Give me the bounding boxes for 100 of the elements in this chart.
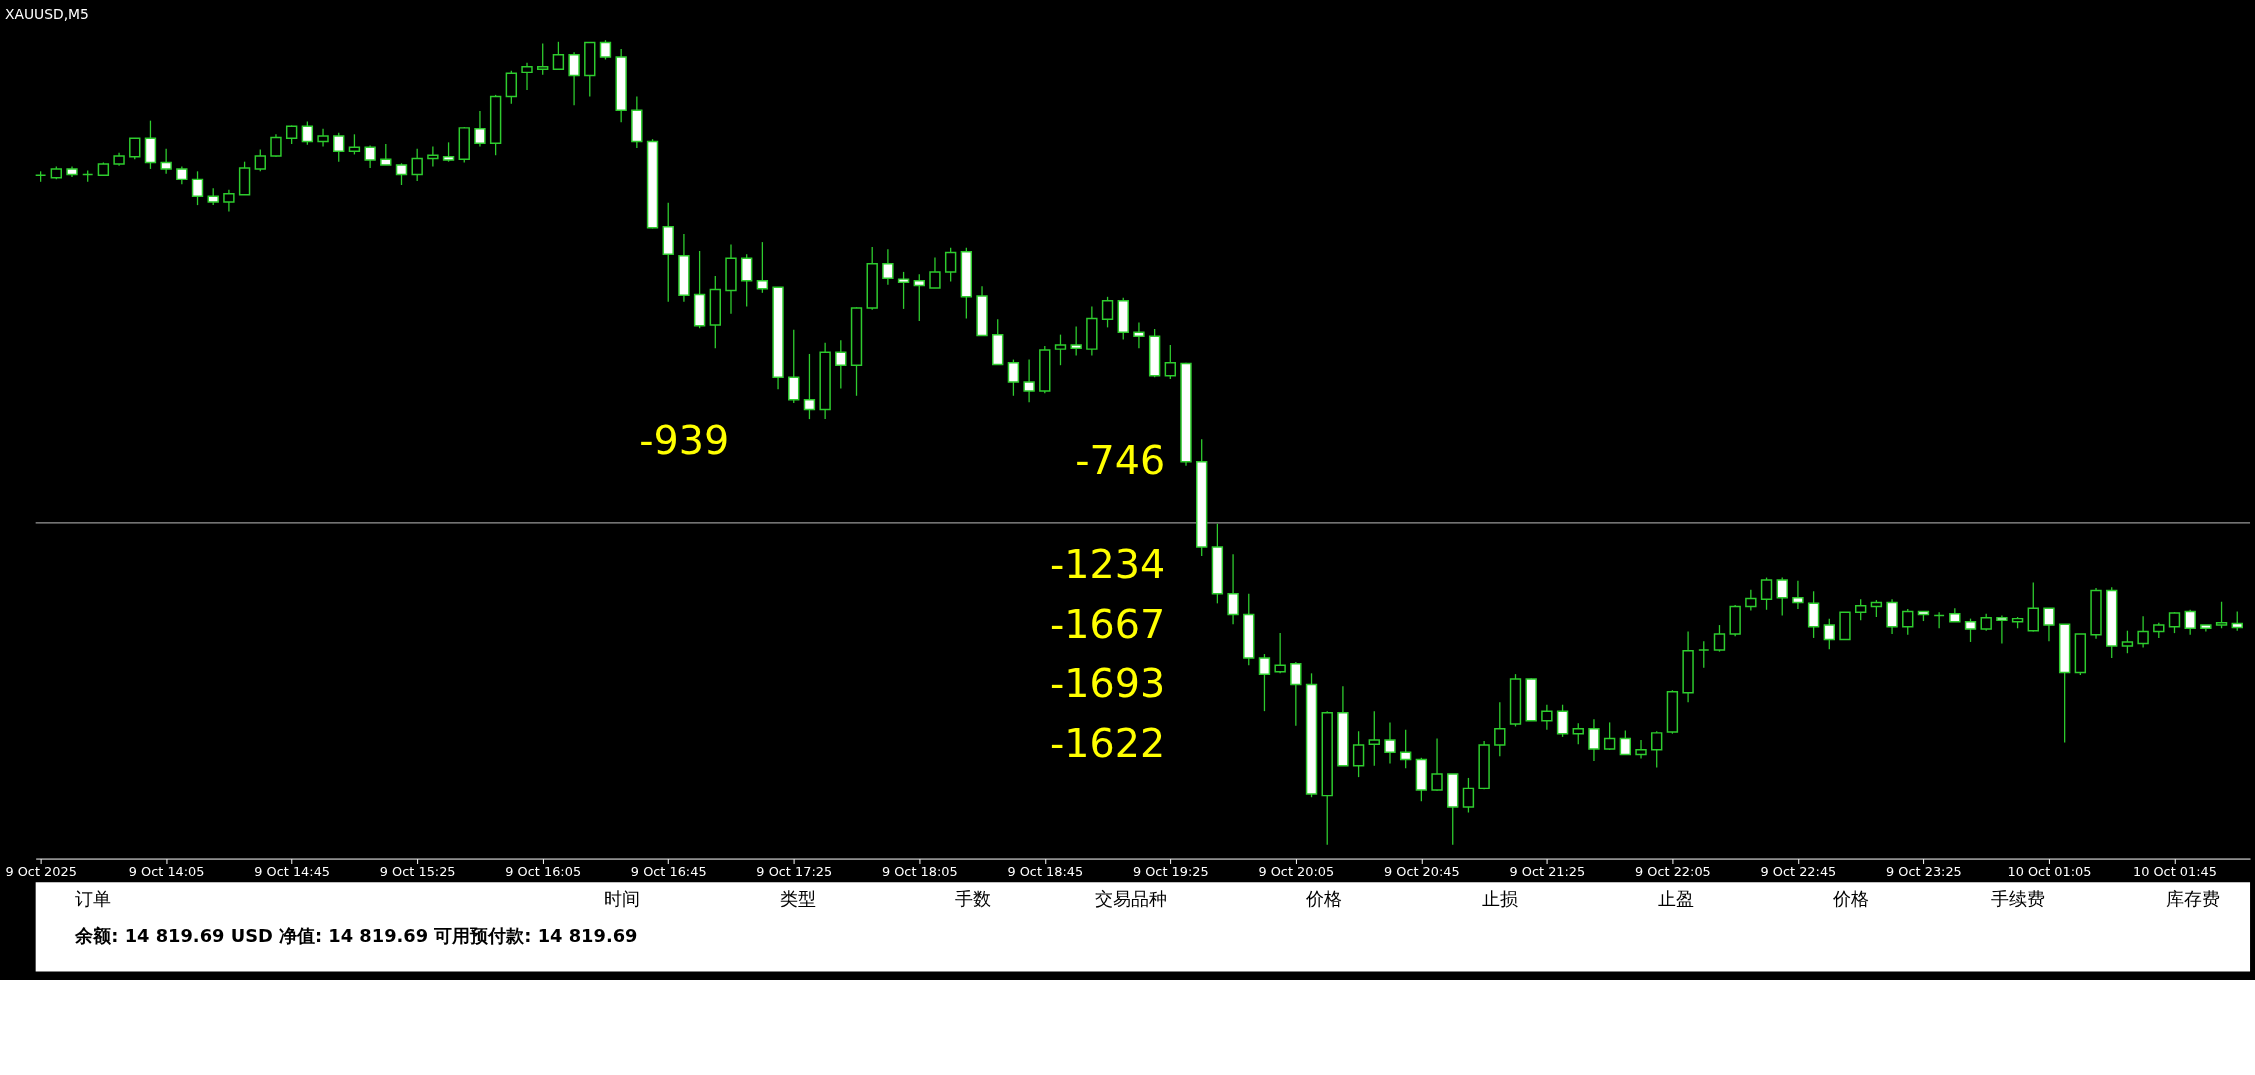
candlestick bbox=[2137, 615, 2149, 649]
candlestick bbox=[897, 271, 910, 310]
text: 价格 bbox=[1832, 888, 1870, 910]
candlestick bbox=[1745, 589, 1757, 612]
candlestick bbox=[2231, 610, 2243, 632]
candlestick bbox=[285, 124, 298, 145]
candlestick bbox=[788, 329, 800, 404]
candlestick bbox=[1258, 653, 1271, 712]
candlestick bbox=[1384, 721, 1396, 765]
x-tick-label: 9 Oct 19:25 bbox=[1132, 863, 1209, 879]
candlestick bbox=[1635, 739, 1647, 760]
x-tick-label: 9 Oct 20:05 bbox=[1258, 863, 1335, 879]
candlestick bbox=[380, 143, 392, 166]
candlestick bbox=[1964, 617, 1977, 643]
candlestick bbox=[1807, 590, 1820, 639]
candlestick bbox=[1854, 598, 1867, 621]
candlestick bbox=[1290, 661, 1302, 727]
candlestick bbox=[1823, 617, 1836, 650]
x-tick-label: 9 Oct 16:05 bbox=[505, 863, 582, 879]
candlestick bbox=[835, 339, 847, 390]
candlestick bbox=[2027, 581, 2039, 633]
candlestick bbox=[505, 70, 518, 105]
text: 订单 bbox=[75, 888, 112, 910]
candlestick bbox=[1698, 640, 1710, 669]
candlestick bbox=[882, 248, 894, 286]
candlestick bbox=[1760, 576, 1773, 611]
candlestick bbox=[301, 120, 314, 146]
candlestick bbox=[395, 162, 408, 186]
candlestick bbox=[1619, 729, 1632, 756]
candlestick bbox=[1352, 730, 1365, 778]
candlestick bbox=[254, 148, 266, 172]
candlestick bbox=[1054, 333, 1067, 366]
candlestick bbox=[1070, 325, 1082, 357]
candlestick bbox=[348, 133, 361, 156]
candlestick bbox=[442, 141, 455, 163]
candlestick bbox=[537, 42, 549, 76]
text: 手数 bbox=[955, 888, 992, 910]
candlestick bbox=[1792, 580, 1804, 610]
x-tick-label: 9 Oct 22:05 bbox=[1635, 863, 1711, 879]
candlestick bbox=[2121, 630, 2134, 654]
chart-title: XAUUSD,M5 bbox=[4, 6, 89, 23]
x-tick-label: 9 Oct 16:45 bbox=[630, 863, 707, 879]
candlestick bbox=[270, 133, 282, 158]
x-tick-label: 9 Oct 18:05 bbox=[881, 863, 958, 879]
candlestick bbox=[599, 39, 612, 61]
text: 止损 bbox=[1481, 888, 1518, 910]
x-tick-label: 9 Oct 22:45 bbox=[1760, 863, 1837, 879]
annotation: -1693 bbox=[1049, 660, 1166, 707]
x-tick-label: 9 Oct 18:45 bbox=[1007, 863, 1084, 879]
text: 手续费 bbox=[1990, 888, 2045, 910]
annotation: -1234 bbox=[1049, 541, 1166, 588]
candlestick bbox=[1227, 553, 1239, 625]
x-tick-label: 9 Oct 2025 bbox=[5, 863, 77, 879]
text: 库存费 bbox=[2166, 888, 2221, 910]
candlestick bbox=[333, 132, 345, 163]
text: 价格 bbox=[1305, 888, 1343, 910]
candlestick bbox=[1588, 718, 1600, 762]
candlestick bbox=[1541, 704, 1553, 731]
annotation: -746 bbox=[1075, 437, 1166, 484]
text: 类型 bbox=[779, 888, 816, 910]
candlestick bbox=[944, 247, 957, 283]
candlestick bbox=[1933, 611, 1945, 629]
x-tick-label: 10 Oct 01:05 bbox=[2007, 863, 2092, 879]
candlestick bbox=[521, 62, 533, 91]
text: 余额: 14 819.69 USD 净值: 14 819.69 可用预付款: 14 819.69 bbox=[74, 924, 638, 946]
annotation: -939 bbox=[639, 417, 730, 464]
x-tick-label: 10 Oct 01:45 bbox=[2133, 863, 2217, 879]
candlestick bbox=[1462, 777, 1475, 814]
candlestick bbox=[2043, 607, 2055, 642]
candlestick bbox=[1023, 358, 1035, 403]
x-tick-label: 9 Oct 14:45 bbox=[254, 863, 331, 879]
candlestick bbox=[474, 110, 486, 148]
candlestick bbox=[803, 353, 816, 420]
text: 交易品种 bbox=[1094, 888, 1167, 910]
candlestick bbox=[756, 241, 769, 294]
candlestick bbox=[1274, 632, 1286, 674]
x-tick-label: 9 Oct 15:25 bbox=[379, 863, 456, 879]
candlestick bbox=[411, 148, 423, 182]
candlestick bbox=[1996, 614, 2008, 645]
candlestick bbox=[160, 148, 172, 175]
text: 时间 bbox=[604, 888, 641, 910]
candlestick bbox=[1902, 608, 1914, 636]
candlestick bbox=[1007, 358, 1020, 397]
candlestick bbox=[1133, 321, 1145, 349]
candlestick bbox=[1494, 701, 1506, 757]
candlestick bbox=[2168, 611, 2181, 634]
candlestick bbox=[1101, 296, 1114, 329]
candlestick bbox=[1431, 737, 1443, 792]
x-tick-label: 9 Oct 17:25 bbox=[756, 863, 833, 879]
candlestick bbox=[568, 51, 580, 106]
annotation: -1622 bbox=[1049, 719, 1166, 766]
candlestick bbox=[1164, 344, 1177, 380]
candlestick bbox=[1572, 722, 1584, 745]
candlestick bbox=[1776, 576, 1788, 617]
candlestick bbox=[191, 170, 204, 206]
x-tick-label: 9 Oct 14:05 bbox=[128, 863, 205, 879]
candlestick bbox=[1368, 710, 1380, 767]
text: 止盈 bbox=[1657, 888, 1694, 910]
candlestick bbox=[427, 145, 439, 168]
candlestick bbox=[929, 256, 941, 289]
